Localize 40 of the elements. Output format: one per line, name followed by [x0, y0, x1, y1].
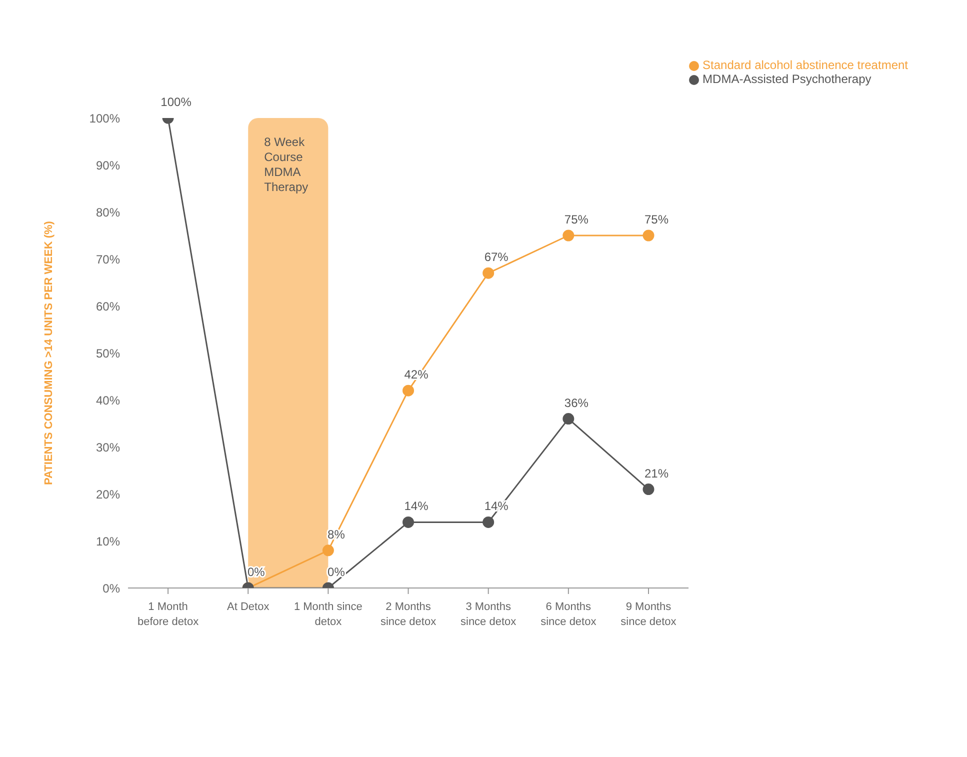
point	[562, 413, 574, 425]
x-tick-label: 6 Months since detox	[540, 601, 597, 628]
data-label: 0%	[247, 565, 266, 579]
x-tick-label: 1 Month before detox	[137, 601, 200, 628]
data-label: 75%	[564, 212, 589, 226]
x-tick-label: 2 Months since detox	[380, 601, 437, 628]
x-tick-label: 9 Months since detox	[620, 601, 677, 628]
y-tick-label: 20%	[96, 487, 120, 502]
point	[482, 267, 494, 279]
data-label: 36%	[564, 396, 589, 410]
point	[642, 230, 654, 242]
y-tick-label: 30%	[96, 440, 120, 454]
y-tick-label: 100%	[89, 111, 120, 126]
x-tick-label: At Detox	[227, 601, 270, 613]
y-axis-title: PATIENTS CONSUMING >14 UNITS PER WEEK (%)	[42, 220, 55, 485]
x-tick-label: 3 Months since detox	[460, 601, 517, 628]
y-tick-label: 90%	[96, 158, 120, 172]
point	[322, 544, 334, 556]
point	[402, 384, 414, 396]
data-label: 100%	[160, 95, 192, 109]
point	[562, 230, 574, 242]
y-tick-label: 40%	[96, 393, 120, 408]
y-tick-label: 80%	[96, 205, 120, 220]
legend-label: MDMA-Assisted Psychotherapy	[702, 72, 872, 86]
data-label: 67%	[484, 250, 509, 264]
data-label: 75%	[644, 212, 669, 226]
data-label: 0%	[328, 565, 346, 579]
y-tick-label: 50%	[96, 346, 120, 360]
y-tick-label: 10%	[96, 534, 120, 548]
y-tick-label: 60%	[96, 299, 120, 314]
point	[642, 484, 654, 496]
legend-label: Standard alcohol abstinence treatment	[702, 58, 908, 72]
point	[402, 516, 414, 528]
y-tick-label: 0%	[102, 581, 120, 596]
x-tick-label: 1 Month since detox	[294, 601, 362, 628]
y-tick-label: 70%	[96, 252, 120, 266]
data-label: 14%	[404, 499, 429, 514]
band-label: 8 Week Course MDMA Therapy	[264, 135, 308, 194]
point	[482, 516, 494, 528]
data-label: 21%	[644, 466, 669, 480]
